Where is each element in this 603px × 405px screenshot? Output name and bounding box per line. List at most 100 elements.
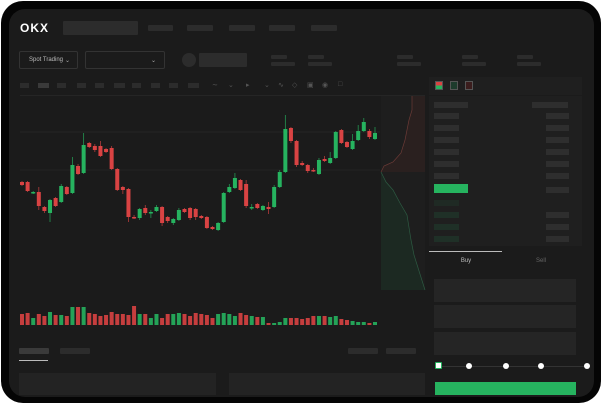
candle-body [25, 182, 30, 191]
candle-body [70, 165, 75, 193]
orderbook-price[interactable] [434, 113, 459, 119]
timeframe-button[interactable] [188, 83, 199, 88]
pair-dropdown[interactable]: ⌄ [85, 51, 165, 69]
volume-bar [283, 318, 288, 325]
price-input[interactable] [434, 279, 576, 302]
timeframe-button[interactable] [169, 83, 178, 88]
volume-bar [160, 318, 165, 325]
fullscreen-icon[interactable]: □ [338, 81, 343, 88]
candle-body [333, 132, 338, 158]
volume-bar [244, 315, 249, 325]
orderbook-price[interactable] [434, 161, 459, 167]
candle-body [344, 142, 349, 147]
search-bar[interactable] [63, 21, 138, 35]
orderbook-price[interactable] [434, 200, 459, 206]
settings-icon[interactable]: ◉ [322, 82, 329, 89]
timeframe-button[interactable] [114, 83, 125, 88]
orderbook-amount [546, 125, 569, 131]
volume-bar [76, 307, 81, 325]
slider-step-75[interactable] [538, 363, 544, 369]
draw-icon[interactable]: ▸ [246, 82, 250, 89]
candle-body [210, 227, 215, 229]
coin-icon [182, 53, 196, 67]
total-input[interactable] [434, 332, 576, 355]
timeframe-button[interactable] [95, 83, 104, 88]
orderbook-price[interactable] [434, 173, 459, 179]
volume-bar [322, 316, 327, 325]
orders-panel [19, 373, 216, 395]
volume-bar [182, 314, 187, 325]
trading-mode-dropdown[interactable]: Spot Trading ⌄ [19, 51, 78, 69]
volume-bar [272, 323, 277, 325]
volume-bar [165, 314, 170, 325]
volume-bar [70, 307, 75, 325]
candle-body [373, 133, 377, 139]
volume-bar [171, 314, 176, 325]
tab-sell[interactable]: Sell [535, 258, 546, 264]
camera-icon[interactable]: ▣ [307, 82, 314, 89]
percent-slider-handle[interactable] [435, 362, 442, 369]
timeframe-button[interactable] [57, 83, 66, 88]
orderbook-price[interactable] [434, 149, 459, 155]
orderbook-price[interactable] [434, 236, 459, 242]
book-both-view-icon[interactable] [435, 81, 443, 90]
candle-body [328, 158, 333, 163]
tab-buy[interactable]: Buy [460, 258, 472, 264]
percent-slider-track[interactable] [437, 366, 589, 367]
orderbook-price[interactable] [434, 137, 459, 143]
orderbook-amount [546, 161, 569, 167]
depth-bid-area [381, 172, 425, 290]
volume-bar [356, 322, 361, 325]
nav-item[interactable] [311, 25, 337, 31]
slider-step-50[interactable] [503, 363, 509, 369]
book-asks-view-icon[interactable] [465, 81, 473, 90]
candle-body [283, 129, 288, 172]
timeframe-button[interactable] [132, 83, 141, 88]
stat-value [462, 62, 486, 66]
wave-icon[interactable]: ∿ [278, 82, 284, 89]
nav-item[interactable] [148, 25, 173, 31]
candle-body [277, 172, 282, 187]
orderbook-price[interactable] [434, 125, 459, 131]
candle-body [109, 148, 114, 169]
volume-bar [221, 313, 226, 325]
chevron-down-icon: ⌄ [150, 58, 156, 64]
volume-bar [232, 316, 237, 325]
candle-body [48, 200, 53, 213]
okx-logo[interactable]: OKX [20, 21, 50, 35]
chevron-down-icon[interactable]: ⌄ [228, 82, 234, 89]
slider-step-25[interactable] [466, 363, 472, 369]
orderbook-amount [546, 187, 569, 193]
nav-item[interactable] [229, 25, 255, 31]
filter-button[interactable] [348, 348, 378, 354]
candle-body [305, 165, 310, 171]
candle-body [81, 145, 86, 173]
indicator-icon[interactable]: ∼ [212, 82, 218, 89]
timeframe-button[interactable] [151, 83, 160, 88]
amount-input[interactable] [434, 305, 576, 328]
timeframe-button[interactable] [77, 83, 86, 88]
slider-step-100[interactable] [584, 363, 590, 369]
nav-item[interactable] [269, 25, 295, 31]
buy-button[interactable] [435, 382, 576, 395]
volume-bar [210, 318, 215, 325]
chevron-down-icon[interactable]: ⌄ [264, 82, 270, 89]
volume-bar [36, 314, 41, 325]
candle-body [193, 209, 198, 217]
orders-tab-active[interactable] [19, 348, 49, 354]
volume-bar [238, 313, 243, 325]
candle-body [361, 122, 366, 131]
orders-tab[interactable] [60, 348, 90, 354]
timeframe-button-active[interactable] [38, 83, 49, 88]
filter-button[interactable] [386, 348, 416, 354]
timeframe-button[interactable] [20, 83, 29, 88]
orderbook-price[interactable] [434, 212, 459, 218]
book-bids-view-icon[interactable] [450, 81, 458, 90]
nav-item[interactable] [187, 25, 213, 31]
candle-body [115, 169, 120, 190]
volume-bar [300, 319, 305, 325]
ruler-icon[interactable]: ◇ [292, 82, 298, 89]
volume-bar [48, 312, 53, 325]
orderbook-price[interactable] [434, 224, 459, 230]
